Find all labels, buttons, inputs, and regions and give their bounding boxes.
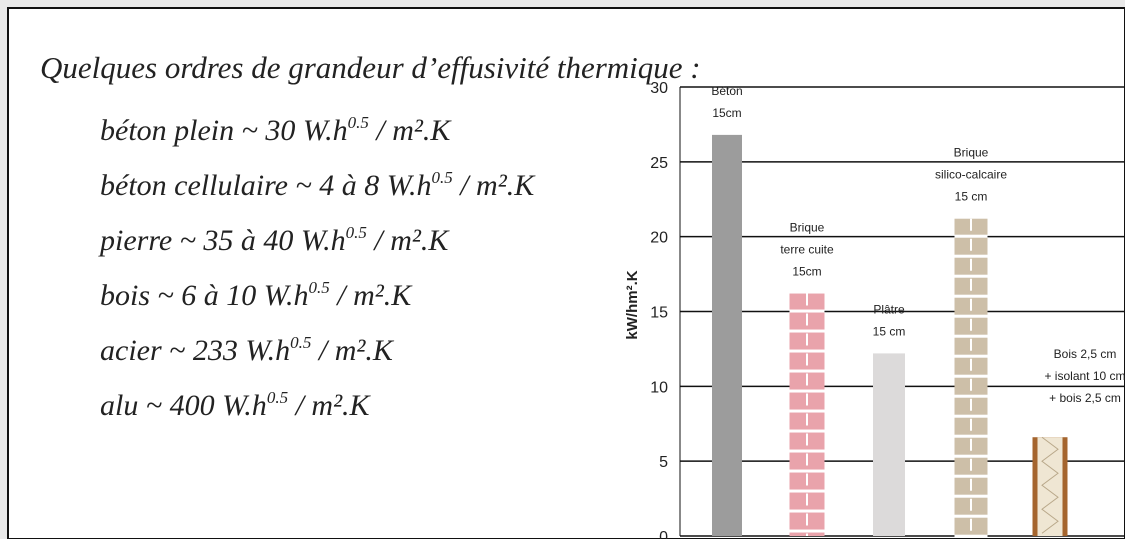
- text-line: béton plein ~ 30 W.h0.5 / m².K: [100, 113, 452, 147]
- heading: Quelques ordres de grandeur d’effusivité…: [40, 50, 701, 85]
- y-axis-title: kW/hm².K: [624, 270, 641, 339]
- brick-mortar: [790, 470, 825, 473]
- bar-label: Brique: [954, 146, 989, 160]
- line-text: alu ~ 400 W.h: [100, 389, 267, 422]
- brick-mortar: [790, 390, 825, 393]
- brick-mortar: [955, 475, 988, 478]
- text-line: acier ~ 233 W.h0.5 / m².K: [100, 333, 395, 367]
- brick-mortar: [790, 330, 825, 333]
- brick-mortar: [955, 355, 988, 358]
- line-rest: / m².K: [453, 169, 536, 202]
- brick-mortar: [955, 395, 988, 398]
- bar-label: + isolant 10 cm: [1044, 369, 1125, 383]
- brick-mortar: [955, 495, 988, 498]
- brick-mortar: [790, 310, 825, 313]
- bar-label: silico-calcaire: [935, 168, 1007, 182]
- bar: [873, 353, 905, 536]
- superscript: 0.5: [346, 223, 367, 242]
- brick-mortar: [955, 315, 988, 318]
- bar-label: terre cuite: [780, 243, 834, 257]
- brick-mortar: [955, 275, 988, 278]
- y-tick-label: 10: [650, 379, 668, 396]
- brick-mortar: [790, 430, 825, 433]
- y-tick-label: 15: [650, 305, 668, 322]
- line-text: béton plein ~ 30 W.h: [100, 114, 348, 147]
- brick-mortar: [955, 295, 988, 298]
- line-rest: / m².K: [367, 224, 450, 257]
- brick-mortar: [790, 510, 825, 513]
- brick-mortar: [955, 515, 988, 518]
- y-tick-label: 30: [650, 80, 668, 97]
- slide: Quelques ordres de grandeur d’effusivité…: [0, 0, 1125, 539]
- text-line: béton cellulaire ~ 4 à 8 W.h0.5 / m².K: [100, 168, 536, 202]
- line-text: pierre ~ 35 à 40 W.h: [98, 224, 346, 257]
- text-line: pierre ~ 35 à 40 W.h0.5 / m².K: [98, 223, 450, 257]
- bar-label: 15cm: [792, 265, 821, 279]
- superscript: 0.5: [290, 333, 311, 352]
- line-rest: / m².K: [311, 334, 394, 367]
- y-tick-label: 5: [659, 454, 668, 471]
- brick-mortar: [955, 335, 988, 338]
- bar-label: + bois 2,5 cm: [1049, 391, 1121, 405]
- brick-mortar: [790, 530, 825, 533]
- superscript: 0.5: [308, 278, 329, 297]
- bar-label: 15cm: [712, 106, 741, 120]
- brick-mortar: [955, 255, 988, 258]
- brick-mortar: [955, 375, 988, 378]
- brick-mortar: [955, 235, 988, 238]
- superscript: 0.5: [267, 388, 288, 407]
- bar-label: Bois 2,5 cm: [1054, 347, 1117, 361]
- bar-label: 15 cm: [955, 190, 988, 204]
- bar-label: Brique: [790, 221, 825, 235]
- text-line: alu ~ 400 W.h0.5 / m².K: [100, 388, 372, 422]
- brick-mortar: [955, 435, 988, 438]
- brick-mortar: [955, 415, 988, 418]
- y-tick-label: 0: [659, 529, 668, 539]
- brick-mortar: [955, 455, 988, 458]
- line-text: béton cellulaire ~ 4 à 8 W.h: [100, 169, 431, 202]
- y-tick-label: 20: [650, 230, 668, 247]
- brick-mortar: [790, 410, 825, 413]
- bar: [712, 135, 742, 536]
- line-rest: / m².K: [330, 279, 413, 312]
- line-text: acier ~ 233 W.h: [100, 334, 290, 367]
- bar-label: Béton: [711, 84, 742, 98]
- y-tick-label: 25: [650, 155, 668, 172]
- bar-label: Plâtre: [873, 302, 905, 316]
- superscript: 0.5: [348, 113, 369, 132]
- line-rest: / m².K: [369, 114, 452, 147]
- text-line: bois ~ 6 à 10 W.h0.5 / m².K: [100, 278, 413, 312]
- line-rest: / m².K: [288, 389, 371, 422]
- bar-label: 15 cm: [873, 324, 906, 338]
- brick-mortar: [790, 490, 825, 493]
- brick-mortar: [790, 370, 825, 373]
- brick-mortar: [790, 350, 825, 353]
- superscript: 0.5: [431, 168, 452, 187]
- brick-mortar: [955, 535, 988, 538]
- brick-mortar: [790, 450, 825, 453]
- line-text: bois ~ 6 à 10 W.h: [100, 279, 308, 312]
